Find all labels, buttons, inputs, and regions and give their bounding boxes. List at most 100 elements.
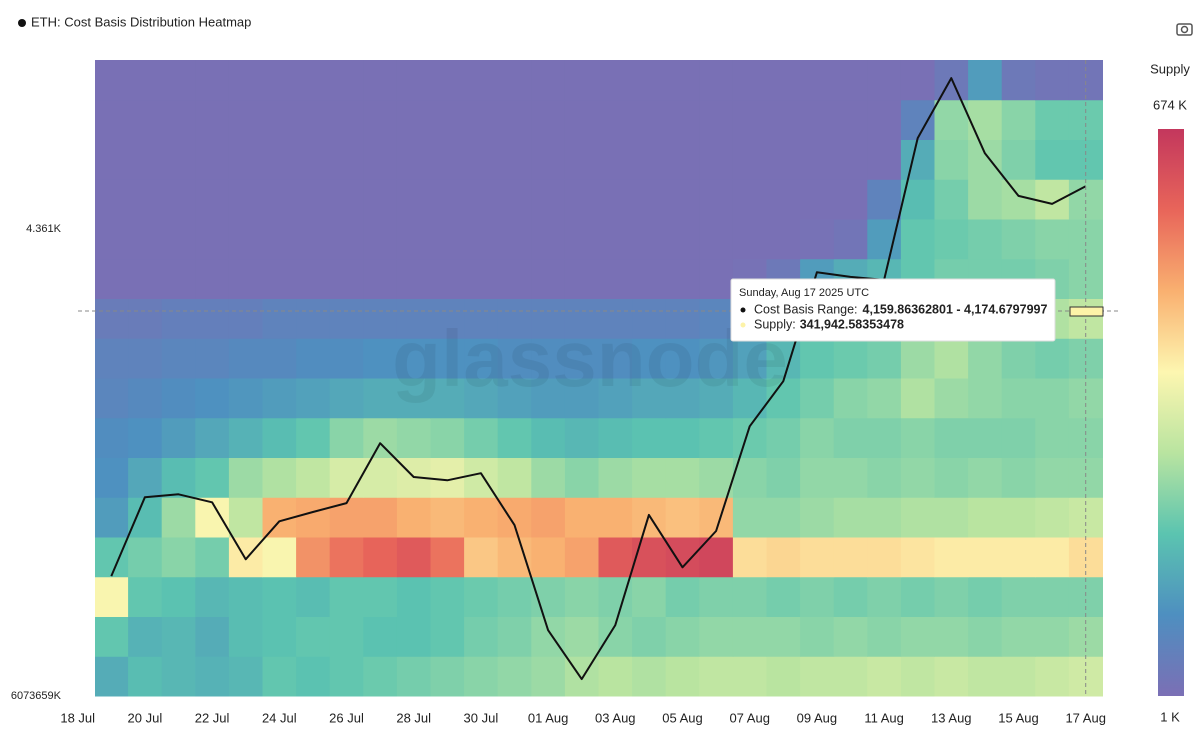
heat-cell — [1001, 378, 1036, 419]
heat-cell — [800, 99, 835, 140]
heat-cell — [363, 60, 398, 101]
heat-cell — [598, 139, 633, 180]
heat-cell — [228, 139, 263, 180]
heat-cell — [1035, 60, 1070, 101]
heat-cell — [430, 656, 465, 697]
heat-cell — [934, 378, 969, 419]
heat-cell — [1068, 457, 1103, 498]
heat-cell — [262, 417, 297, 458]
heat-cell — [329, 616, 364, 657]
heat-cell — [128, 60, 163, 101]
heat-cell — [531, 457, 566, 498]
x-tick-label: 05 Aug — [662, 710, 703, 725]
camera-icon[interactable] — [1176, 23, 1193, 36]
x-tick-label: 26 Jul — [329, 710, 364, 725]
heat-cell — [95, 616, 129, 657]
heat-cell — [531, 258, 566, 299]
colorbar — [1158, 129, 1184, 696]
heat-cell — [497, 417, 532, 458]
heat-cell — [800, 378, 835, 419]
heat-cell — [665, 378, 700, 419]
watermark: glassnode — [392, 314, 788, 403]
heat-cell — [95, 60, 129, 101]
heat-cell — [1035, 537, 1070, 578]
heat-cell — [934, 537, 969, 578]
heat-cell — [430, 338, 465, 379]
heat-cell — [296, 417, 331, 458]
colorbar-tick-label: 674 K — [1153, 97, 1187, 112]
heat-cell — [329, 576, 364, 617]
heat-cell — [161, 576, 196, 617]
heat-cell — [195, 139, 230, 180]
heat-cell — [867, 417, 902, 458]
heat-cell — [296, 179, 331, 220]
heat-cell — [766, 378, 801, 419]
heat-cell — [1001, 139, 1036, 180]
heat-cell — [1001, 219, 1036, 260]
heat-cell — [531, 656, 566, 697]
heat-cell — [464, 378, 499, 419]
heat-cell — [161, 219, 196, 260]
heat-cell — [195, 656, 230, 697]
heat-cell — [464, 99, 499, 140]
heat-cell — [968, 338, 1003, 379]
heat-cell — [497, 179, 532, 220]
heat-cell — [632, 60, 667, 101]
heat-cell — [195, 576, 230, 617]
heat-cell — [900, 139, 935, 180]
heat-cell — [900, 60, 935, 101]
heat-cell — [228, 338, 263, 379]
heat-cell — [464, 179, 499, 220]
heat-cell — [95, 497, 129, 538]
heat-cell — [800, 139, 835, 180]
heat-cell — [1001, 537, 1036, 578]
heat-cell — [497, 378, 532, 419]
heat-cell — [867, 656, 902, 697]
heat-cell — [766, 497, 801, 538]
heat-cell — [262, 219, 297, 260]
heat-cell — [497, 298, 532, 339]
heat-cell — [968, 99, 1003, 140]
heat-cell — [296, 258, 331, 299]
heat-cell — [632, 457, 667, 498]
tooltip-range-label: Cost Basis Range: — [754, 302, 858, 316]
heat-cell — [968, 457, 1003, 498]
heat-cell — [632, 219, 667, 260]
heat-cell — [699, 258, 734, 299]
heat-cell — [329, 656, 364, 697]
heat-cell — [497, 60, 532, 101]
heat-cell — [161, 457, 196, 498]
heat-cell — [1001, 457, 1036, 498]
heat-cell — [1035, 179, 1070, 220]
x-tick-label: 18 Jul — [60, 710, 95, 725]
heat-cell — [430, 139, 465, 180]
heat-cell — [867, 179, 902, 220]
heat-cell — [95, 457, 129, 498]
heat-cell — [699, 298, 734, 339]
heat-cell — [766, 576, 801, 617]
heat-cell — [665, 537, 700, 578]
heat-cell — [262, 298, 297, 339]
camera-body[interactable] — [1176, 23, 1193, 36]
x-tick-label: 30 Jul — [464, 710, 499, 725]
heat-cell — [464, 258, 499, 299]
heat-cell — [1035, 457, 1070, 498]
heat-cell — [161, 616, 196, 657]
heat-cell — [867, 576, 902, 617]
heat-cell — [195, 219, 230, 260]
heat-cell — [262, 457, 297, 498]
heat-cell — [1001, 576, 1036, 617]
heat-cell — [195, 258, 230, 299]
heat-cell — [296, 656, 331, 697]
heat-cell — [95, 338, 129, 379]
heat-cell — [497, 576, 532, 617]
heat-cell — [195, 179, 230, 220]
heat-cell — [430, 378, 465, 419]
heat-cell — [329, 179, 364, 220]
heat-cell — [497, 139, 532, 180]
heat-cell — [396, 298, 431, 339]
heat-cell — [296, 338, 331, 379]
heat-cell — [195, 338, 230, 379]
heat-cell — [564, 338, 599, 379]
camera-lens[interactable] — [1180, 25, 1189, 34]
